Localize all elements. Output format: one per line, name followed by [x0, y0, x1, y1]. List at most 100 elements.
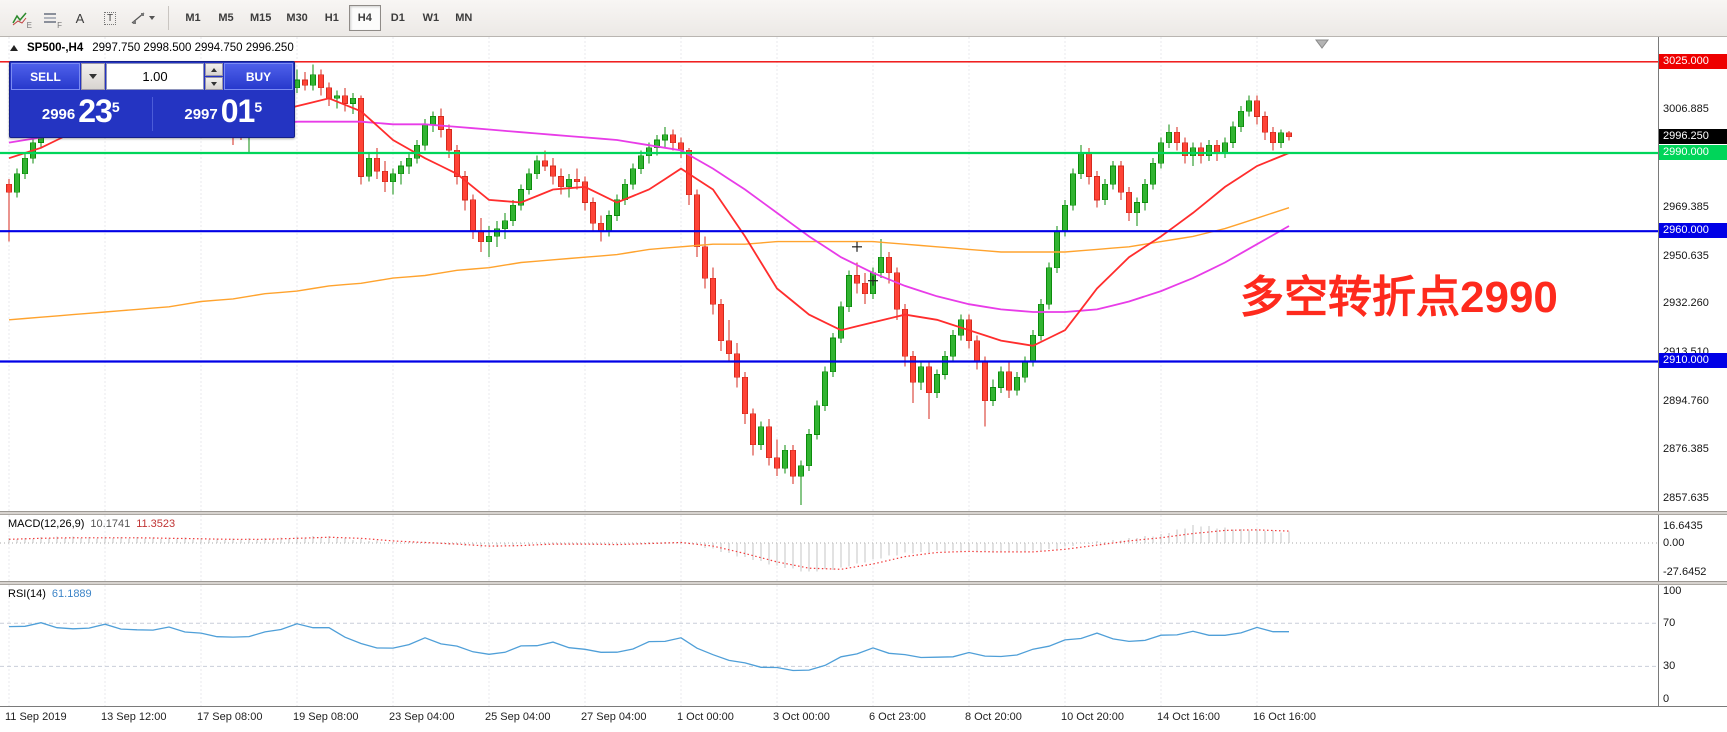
- rsi-axis-label: 100: [1663, 585, 1682, 597]
- indicators-button[interactable]: E: [6, 5, 34, 31]
- rsi-axis-label: 70: [1663, 617, 1676, 629]
- spinner-down-button[interactable]: [205, 77, 223, 90]
- cross-markers-layer[interactable]: [852, 241, 878, 286]
- hline-price-badge: 2910.000: [1659, 353, 1727, 368]
- time-axis-label: 19 Sep 08:00: [293, 711, 359, 723]
- rsi-axis-label: 30: [1663, 660, 1676, 672]
- macd-axis-label: 16.6435: [1663, 520, 1703, 532]
- time-axis-label: 10 Oct 20:00: [1061, 711, 1124, 723]
- price-tick-label: 2857.635: [1663, 492, 1709, 504]
- time-axis-label: 25 Sep 04:00: [485, 711, 551, 723]
- macd-header: MACD(12,26,9) 10.1741 11.3523: [8, 518, 181, 530]
- dropdown-arrow-icon: [89, 74, 97, 79]
- buy-button[interactable]: BUY: [224, 63, 293, 90]
- timeframe-button-h4[interactable]: H4: [348, 5, 381, 31]
- time-axis-label: 14 Oct 16:00: [1157, 711, 1220, 723]
- levels-sub-label: F: [57, 21, 62, 30]
- label-tool-button[interactable]: T: [96, 5, 124, 31]
- grid-layer: [8, 585, 1258, 706]
- rsi-panel[interactable]: [0, 585, 1658, 706]
- current-price-badge: 2996.250: [1659, 129, 1727, 144]
- time-axis-label: 1 Oct 00:00: [677, 711, 734, 723]
- timeframe-button-m30[interactable]: M30: [279, 5, 314, 31]
- grid-layer: [8, 515, 1258, 581]
- hlines-layer[interactable]: [0, 61, 1658, 363]
- chevron-down-icon: [149, 16, 155, 20]
- grid-levels-icon: [44, 13, 56, 23]
- panel-separator[interactable]: [0, 511, 1727, 515]
- buy-price[interactable]: 2997 01 5: [153, 92, 295, 130]
- volume-dropdown-button[interactable]: [81, 63, 105, 90]
- price-tick-label: 2894.760: [1663, 395, 1709, 407]
- timeframe-button-m5[interactable]: M5: [210, 5, 242, 31]
- timeframe-button-h1[interactable]: H1: [316, 5, 348, 31]
- one-click-trading-panel: SELL BUY 2996 23 5 2997 01 5: [9, 61, 295, 138]
- sell-price-sup: 5: [111, 98, 120, 115]
- volume-input[interactable]: [106, 63, 204, 90]
- timeframe-toolbar: M1 M5 M15 M30 H1 H4 D1 W1 MN: [177, 5, 480, 31]
- macd-main-value: 10.1741: [90, 518, 131, 530]
- timeframe-button-w1[interactable]: W1: [415, 5, 447, 31]
- symbol-marker-icon: [10, 45, 18, 51]
- timeframe-button-m15[interactable]: M15: [243, 5, 278, 31]
- rsi-header: RSI(14) 61.1889: [8, 588, 98, 600]
- macd-signal-value: 11.3523: [136, 518, 176, 530]
- sell-price-prefix: 2996: [41, 106, 76, 124]
- price-tick-label: 2932.260: [1663, 297, 1709, 309]
- arrow-down-icon: [211, 81, 217, 86]
- time-axis-label: 13 Sep 12:00: [101, 711, 167, 723]
- ohlc-readout: 2997.750 2998.500 2994.750 2996.250: [92, 42, 294, 54]
- buy-price-big: 01: [220, 92, 256, 129]
- hline-price-badge: 2990.000: [1659, 145, 1727, 160]
- indicator-chart-icon: [12, 12, 27, 25]
- time-axis-label: 27 Sep 04:00: [581, 711, 647, 723]
- chart-shift-marker[interactable]: [1315, 39, 1329, 49]
- macd-axis-label: 0.00: [1663, 537, 1685, 549]
- price-divider: [151, 97, 153, 131]
- hline-price-badge: 2960.000: [1659, 223, 1727, 238]
- macd-label: MACD(12,26,9): [8, 518, 85, 530]
- levels-button[interactable]: F: [36, 5, 64, 31]
- text-tool-label: A: [75, 10, 85, 26]
- cycle-lines-button[interactable]: [126, 5, 160, 31]
- sell-price[interactable]: 2996 23 5: [10, 92, 152, 130]
- time-axis-label: 11 Sep 2019: [5, 711, 67, 723]
- volume-spinner: [205, 63, 223, 90]
- rsi-label: RSI(14): [8, 588, 46, 600]
- rsi-value: 61.1889: [51, 588, 92, 600]
- symbol-timeframe-label: SP500-,H4: [27, 42, 84, 54]
- time-axis[interactable]: [0, 706, 1727, 732]
- cycle-lines-icon: [131, 12, 145, 24]
- time-axis-label: 23 Sep 04:00: [389, 711, 455, 723]
- chart-title-row: SP500-,H4 2997.750 2998.500 2994.750 299…: [10, 42, 294, 54]
- text-tool-button[interactable]: A: [66, 5, 94, 31]
- price-tick-label: 2950.635: [1663, 250, 1709, 262]
- indicator-sub-label: E: [26, 21, 32, 30]
- macd-panel[interactable]: [0, 515, 1658, 581]
- time-axis-label: 6 Oct 23:00: [869, 711, 926, 723]
- price-tick-label: 2876.385: [1663, 443, 1709, 455]
- macd-signal-line: [8, 529, 1290, 570]
- time-axis-label: 8 Oct 20:00: [965, 711, 1022, 723]
- timeframe-button-m1[interactable]: M1: [177, 5, 209, 31]
- macd-axis-label: -27.6452: [1663, 566, 1707, 578]
- time-axis-label: 3 Oct 00:00: [773, 711, 830, 723]
- hline-price-badge: 3025.000: [1659, 54, 1727, 69]
- timeframe-button-mn[interactable]: MN: [448, 5, 480, 31]
- rsi-line: [8, 622, 1289, 672]
- sell-button[interactable]: SELL: [11, 63, 80, 90]
- rsi-axis-label: 0: [1663, 693, 1670, 705]
- toolbar-separator: [168, 6, 169, 30]
- timeframe-button-d1[interactable]: D1: [382, 5, 414, 31]
- panel-separator[interactable]: [0, 581, 1727, 585]
- time-axis-label: 17 Sep 08:00: [197, 711, 263, 723]
- spinner-up-button[interactable]: [205, 63, 223, 76]
- sell-price-big: 23: [78, 92, 113, 129]
- arrow-up-icon: [211, 67, 217, 72]
- label-tool-label: T: [103, 11, 117, 25]
- price-tick-label: 3006.885: [1663, 103, 1709, 115]
- toolbar: E F A T M1 M5 M15 M30 H1 H4 D1 W1 MN: [0, 0, 1727, 37]
- time-axis-label: 16 Oct 16:00: [1253, 711, 1316, 723]
- price-tick-label: 2969.385: [1663, 201, 1709, 213]
